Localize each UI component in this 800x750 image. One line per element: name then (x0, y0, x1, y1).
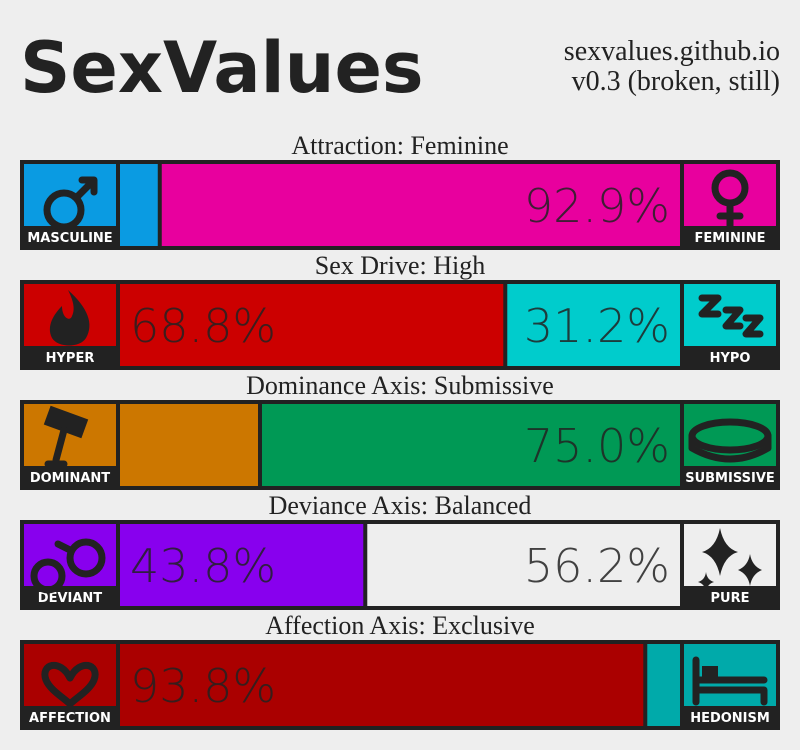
pole-label: HYPER (46, 351, 95, 366)
bar-right (645, 644, 680, 726)
pole-label: HYPO (710, 351, 751, 366)
pole-label: AFFECTION (29, 711, 111, 726)
value-label: 92.9% (524, 179, 670, 233)
title: SexValues (20, 27, 424, 109)
label-strip (22, 706, 118, 728)
bar-left (120, 164, 160, 246)
icon-zzz (698, 294, 764, 338)
icon-shape (41, 662, 99, 708)
icon-shape (44, 426, 68, 468)
icon-bed (692, 656, 768, 706)
icon-hearts (41, 662, 99, 708)
bar-divider (503, 284, 508, 366)
label-strip (22, 346, 118, 368)
bar-left (120, 284, 506, 366)
icon-shape (698, 528, 762, 592)
pole-label: HEDONISM (690, 711, 770, 726)
icon-gavel (43, 405, 89, 468)
pole-label: PURE (711, 591, 750, 606)
icon-female (711, 169, 749, 230)
pole-label: DOMINANT (30, 471, 110, 486)
axis-title: Sex Drive: High (315, 251, 485, 280)
icons (30, 169, 772, 708)
icon-shape (692, 656, 768, 706)
bar-left (120, 644, 646, 726)
bar-left (120, 524, 366, 606)
label-strip (22, 466, 118, 488)
icon-shape (716, 200, 744, 230)
bar-divider (363, 524, 368, 606)
pole-label: FEMININE (694, 231, 765, 246)
bar-left (120, 404, 260, 486)
icon-shape (73, 176, 98, 201)
axis-title: Affection Axis: Exclusive (265, 611, 535, 640)
icon-shape (54, 540, 74, 554)
axis-title: Dominance Axis: Submissive (246, 371, 554, 400)
bar-right (365, 524, 680, 606)
icon-shape (43, 189, 85, 231)
label-strip (682, 706, 778, 728)
pole-label: DEVIANT (38, 591, 103, 606)
value-label: 56.2% (524, 539, 670, 593)
axis-title: Attraction: Feminine (291, 131, 508, 160)
icon-shape (702, 666, 718, 678)
label-strip (682, 226, 778, 248)
value-label: 93.8% (130, 659, 276, 713)
icon-flame (49, 290, 90, 346)
bar-divider (157, 164, 162, 246)
value-label: 31.2% (524, 299, 670, 353)
site: sexvalues.github.io (564, 36, 780, 67)
bar-divider (643, 644, 648, 726)
bar-right (505, 284, 680, 366)
bar-right (159, 164, 680, 246)
axis-title: Deviance Axis: Balanced (269, 491, 532, 520)
icon-ring (688, 418, 772, 463)
icon-cuffs (30, 538, 106, 594)
icon-shape (43, 405, 89, 439)
version: v0.3 (broken, still) (572, 66, 780, 97)
icon-shape (688, 432, 772, 463)
label-strip (22, 226, 118, 248)
icon-shape (66, 538, 106, 578)
icon-shape (30, 558, 66, 594)
pole-label: MASCULINE (27, 231, 112, 246)
icon-shape (49, 290, 90, 346)
label-strip (682, 466, 778, 488)
icon-shape (698, 294, 764, 338)
bar-right (260, 404, 680, 486)
value-label: 68.8% (130, 299, 276, 353)
pole-label: SUBMISSIVE (685, 471, 775, 486)
value-label: 75.0% (524, 419, 670, 473)
value-label: 43.8% (130, 539, 276, 593)
icon-sparkles (698, 528, 762, 592)
axes: Attraction: Feminine 92.9% MASCULINE FEMINI… (20, 131, 780, 730)
icon-male (43, 176, 98, 231)
bar-divider (258, 404, 262, 486)
label-strip (682, 346, 778, 368)
